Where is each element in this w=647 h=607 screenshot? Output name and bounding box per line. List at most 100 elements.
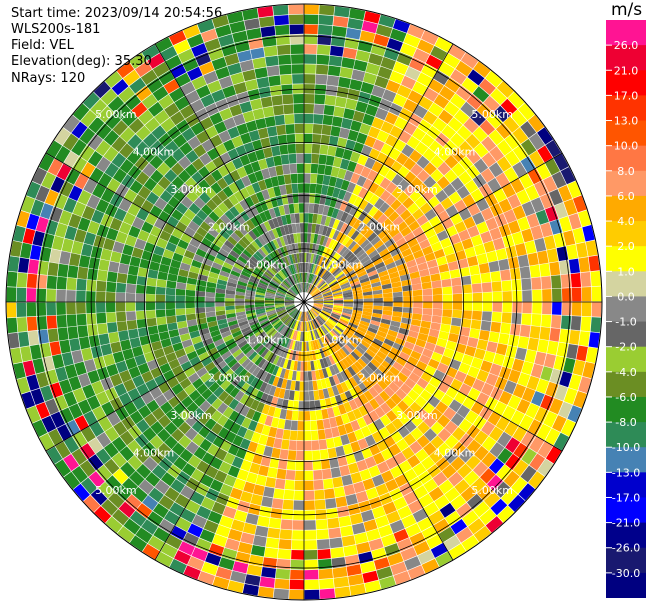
radar-bin bbox=[544, 158, 560, 176]
radar-bin bbox=[175, 302, 185, 309]
radar-bin bbox=[119, 221, 132, 235]
radar-bin bbox=[322, 309, 332, 314]
radar-bin bbox=[145, 294, 156, 302]
radar-bin bbox=[279, 529, 292, 540]
radar-bin bbox=[322, 291, 332, 296]
radar-bin bbox=[291, 223, 297, 234]
radar-bin bbox=[306, 253, 309, 263]
radar-bin bbox=[304, 153, 312, 164]
radar-bin bbox=[141, 250, 153, 261]
radar-bin bbox=[321, 408, 329, 420]
radar-bin bbox=[554, 384, 568, 401]
radar-bin bbox=[241, 358, 251, 368]
radar-bin bbox=[196, 505, 212, 520]
radar-bin bbox=[346, 27, 362, 40]
radar-bin bbox=[467, 255, 479, 267]
radar-bin bbox=[204, 361, 216, 372]
radar-bin bbox=[396, 221, 408, 232]
radar-bin bbox=[331, 311, 342, 316]
radar-bin bbox=[576, 345, 588, 362]
radar-bin bbox=[136, 503, 153, 519]
radar-bin bbox=[443, 407, 457, 421]
radar-bin bbox=[213, 206, 225, 218]
radar-bin bbox=[430, 273, 441, 282]
radar-bin bbox=[540, 222, 553, 238]
radar-bin bbox=[316, 359, 322, 370]
radar-bin bbox=[434, 494, 450, 510]
radar-bin bbox=[318, 314, 327, 322]
radar-bin bbox=[255, 149, 266, 161]
radar-bin bbox=[381, 314, 392, 321]
radar-bin bbox=[83, 178, 98, 194]
radar-bin bbox=[312, 124, 323, 134]
radar-bin bbox=[449, 269, 461, 279]
radar-bin bbox=[530, 363, 544, 379]
radar-bin bbox=[191, 158, 205, 171]
radar-bin bbox=[263, 486, 275, 498]
radar-bin bbox=[239, 438, 251, 450]
radar-bin bbox=[173, 134, 187, 148]
radar-bin bbox=[384, 112, 398, 125]
nrays-label: NRays: 120 bbox=[11, 71, 86, 86]
radar-bin bbox=[103, 238, 115, 251]
radar-bin bbox=[271, 263, 279, 273]
radar-bin bbox=[464, 179, 479, 194]
radar-bin bbox=[331, 208, 340, 219]
radar-bin bbox=[409, 190, 422, 203]
radar-bin bbox=[188, 271, 199, 280]
radar-bin bbox=[414, 196, 427, 208]
radar-bin bbox=[466, 149, 481, 165]
instrument-label: WLS200s-181 bbox=[11, 22, 101, 37]
radar-bin bbox=[304, 243, 307, 253]
radar-bin bbox=[304, 4, 319, 15]
radar-bin bbox=[170, 479, 185, 494]
radar-bin bbox=[171, 162, 185, 176]
radar-bin bbox=[498, 366, 512, 380]
radar-bin bbox=[316, 328, 322, 338]
radar-bin bbox=[374, 261, 385, 270]
radar-bin bbox=[49, 382, 63, 398]
radar-bin bbox=[171, 365, 184, 377]
radar-bin bbox=[165, 183, 179, 196]
radar-bin bbox=[361, 314, 372, 320]
radar-bin bbox=[353, 385, 364, 396]
radar-bin bbox=[215, 566, 232, 580]
radar-bin bbox=[339, 246, 348, 256]
radar-bin bbox=[90, 246, 103, 259]
radar-bin bbox=[343, 225, 353, 236]
radar-bin bbox=[493, 353, 505, 366]
radar-bin bbox=[304, 421, 311, 431]
radar-bin bbox=[296, 321, 300, 331]
radar-bin bbox=[131, 247, 144, 259]
radar-bin bbox=[463, 216, 476, 229]
radar-bin bbox=[362, 570, 379, 584]
radar-bin bbox=[188, 202, 201, 215]
radar-bin bbox=[177, 275, 188, 284]
radar-bin bbox=[87, 151, 103, 167]
radar-bin bbox=[521, 361, 534, 375]
radar-bin bbox=[65, 419, 81, 436]
radar-bin bbox=[280, 347, 287, 358]
radar-bin bbox=[465, 454, 481, 470]
radar-bin bbox=[333, 576, 349, 588]
radar-bin bbox=[42, 233, 55, 249]
radar-bin bbox=[132, 396, 146, 410]
radar-bin bbox=[146, 277, 157, 287]
radar-bin bbox=[66, 290, 76, 302]
radar-bin bbox=[69, 253, 81, 267]
radar-bin bbox=[321, 270, 329, 279]
radar-bin bbox=[232, 266, 242, 274]
radar-bin bbox=[64, 364, 78, 379]
radar-bin bbox=[300, 243, 304, 253]
radar-bin bbox=[97, 269, 108, 282]
radar-bin bbox=[372, 139, 385, 152]
radar-bin bbox=[419, 326, 430, 335]
radar-bin bbox=[77, 266, 89, 280]
radar-bin bbox=[401, 346, 413, 356]
colorbar-swatch bbox=[606, 547, 646, 574]
radar-bin bbox=[433, 222, 445, 235]
radar-bin bbox=[350, 151, 361, 163]
radar-bin bbox=[321, 347, 328, 357]
radar-bin bbox=[295, 223, 301, 233]
radar-bin bbox=[136, 310, 146, 320]
